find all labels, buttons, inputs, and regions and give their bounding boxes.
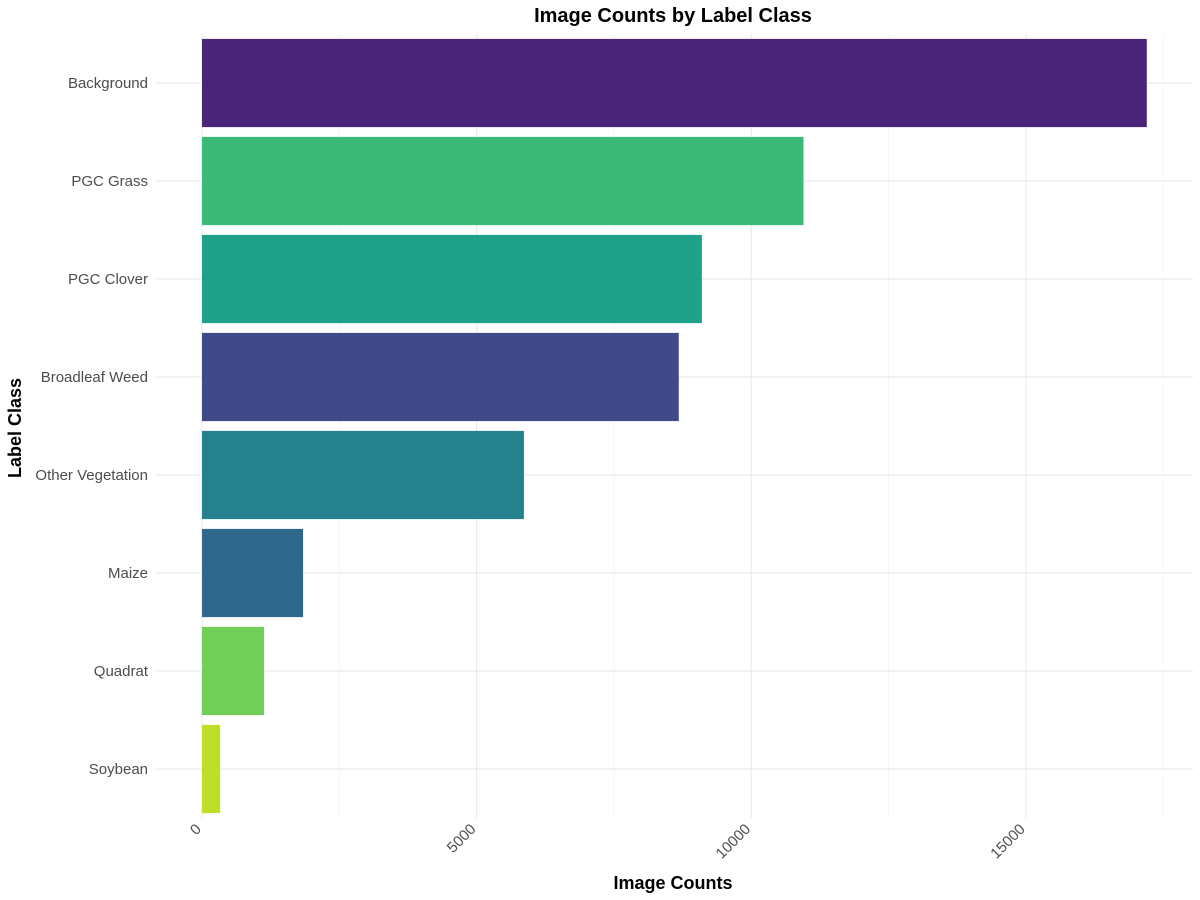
bar: [202, 234, 702, 324]
y-tick-label: Broadleaf Weed: [41, 369, 148, 386]
x-tick-label: 10000: [713, 821, 755, 863]
y-tick-label: PGC Grass: [71, 173, 148, 190]
x-tick-label: 15000: [987, 821, 1029, 863]
bar: [202, 724, 221, 814]
x-axis-title: Image Counts: [613, 873, 732, 893]
bar: [202, 38, 1147, 128]
bar: [202, 626, 265, 716]
x-tick-label: 0: [187, 821, 205, 839]
x-tick-labels: 0 5000 10000 15000: [187, 821, 1029, 863]
bar: [202, 528, 304, 618]
bar: [202, 136, 804, 226]
bars: [202, 38, 1147, 814]
y-tick-label: Background: [68, 75, 148, 92]
y-tick-label: Soybean: [89, 761, 148, 778]
chart-title: Image Counts by Label Class: [534, 5, 812, 27]
y-tick-label: PGC Clover: [68, 271, 148, 288]
y-tick-label: Quadrat: [94, 663, 149, 680]
y-tick-label: Other Vegetation: [35, 467, 148, 484]
y-axis-title: Label Class: [5, 378, 25, 478]
y-tick-labels: Background PGC Grass PGC Clover Broadleaf W…: [35, 75, 148, 778]
x-tick-label: 5000: [444, 821, 480, 857]
bar: [202, 430, 524, 520]
y-tick-label: Maize: [108, 565, 148, 582]
bar: [202, 332, 679, 422]
